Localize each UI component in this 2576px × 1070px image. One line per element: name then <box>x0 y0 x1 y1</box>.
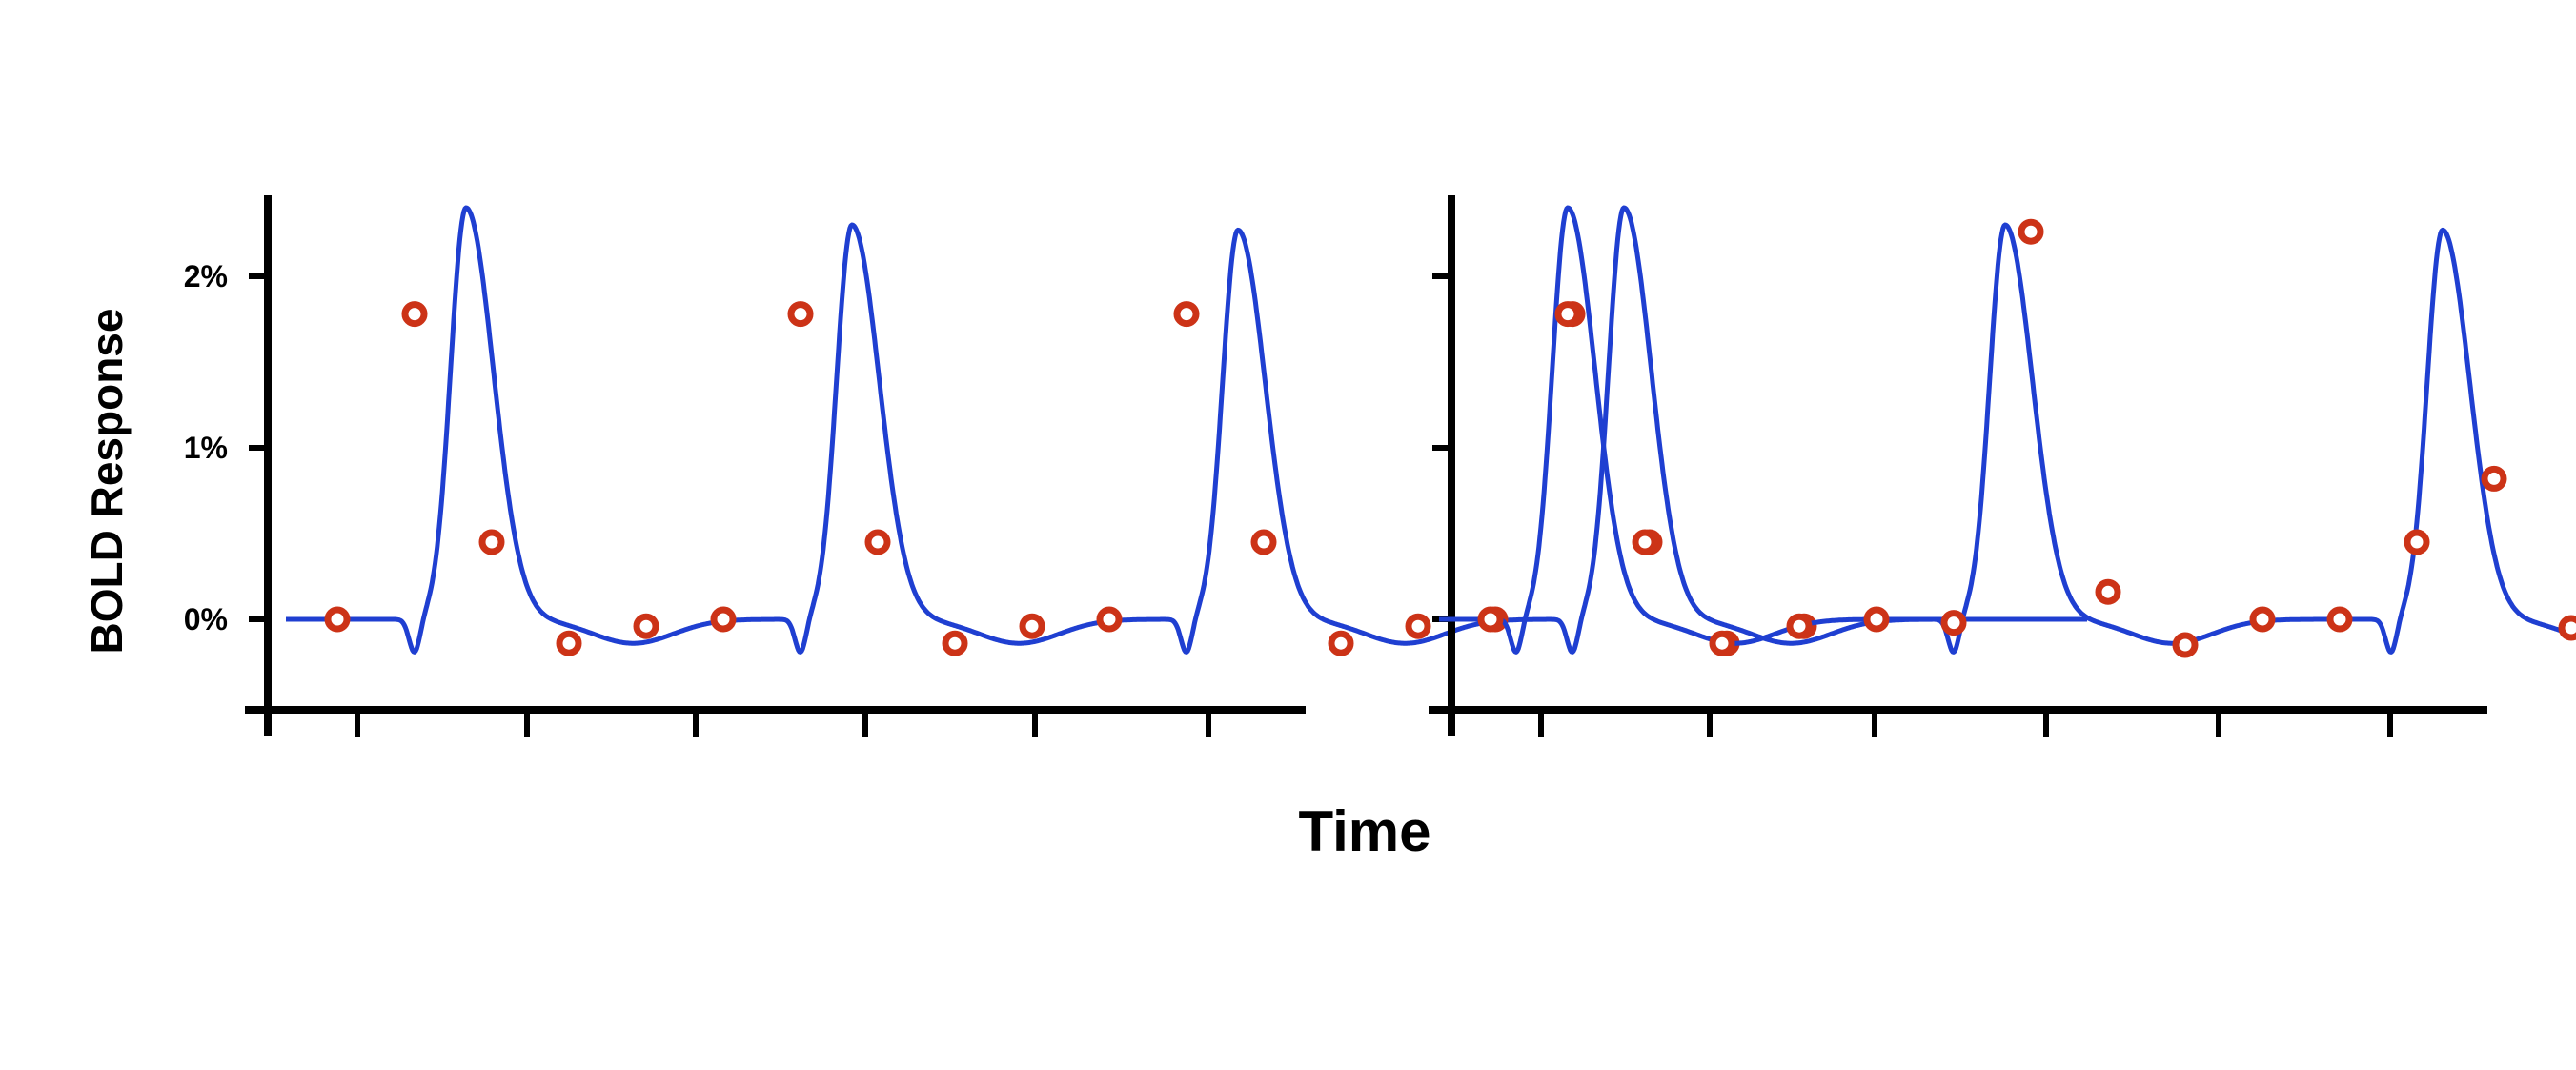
sample-point <box>2481 465 2507 492</box>
sample-point <box>864 529 891 555</box>
sample-point <box>1250 529 1277 555</box>
sample-point <box>1709 630 1735 656</box>
bold-curve <box>284 205 2089 655</box>
sample-point <box>1554 301 1581 328</box>
sample-point <box>1632 529 1658 555</box>
sample-point <box>1096 606 1123 633</box>
sample-point <box>1786 613 1813 639</box>
y-axis-title: BOLD Response <box>82 309 132 655</box>
sample-point <box>1405 613 1431 639</box>
sample-point <box>1477 606 1504 633</box>
sample-point <box>2558 615 2576 641</box>
sample-point <box>2172 632 2199 658</box>
sample-point <box>1328 630 1354 656</box>
sample-point <box>478 529 505 555</box>
panels: 0% 1% 2% <box>184 195 2576 737</box>
sample-point <box>2326 606 2353 633</box>
sample-point <box>1173 301 1200 328</box>
sample-point <box>2018 218 2044 245</box>
sample-point <box>1863 606 1890 633</box>
panel-left: 0% 1% 2% <box>184 195 2089 737</box>
bold-curve <box>1437 205 2576 655</box>
sample-point <box>942 630 968 656</box>
y-tick-label: 1% <box>184 431 228 465</box>
sample-point <box>2095 578 2121 605</box>
y-tick-label: 0% <box>184 602 228 636</box>
sample-point <box>633 613 659 639</box>
sample-point <box>2404 529 2430 555</box>
sample-point <box>1019 613 1045 639</box>
sample-point <box>1940 610 1967 636</box>
x-axis-title: Time <box>1299 799 1431 863</box>
sample-point <box>324 606 351 633</box>
panel-right <box>1429 195 2576 737</box>
y-tick-label: 2% <box>184 259 228 293</box>
sample-point <box>787 301 814 328</box>
sample-point <box>2249 606 2276 633</box>
sample-point <box>556 630 582 656</box>
sample-point <box>401 301 428 328</box>
sample-point <box>710 606 737 633</box>
